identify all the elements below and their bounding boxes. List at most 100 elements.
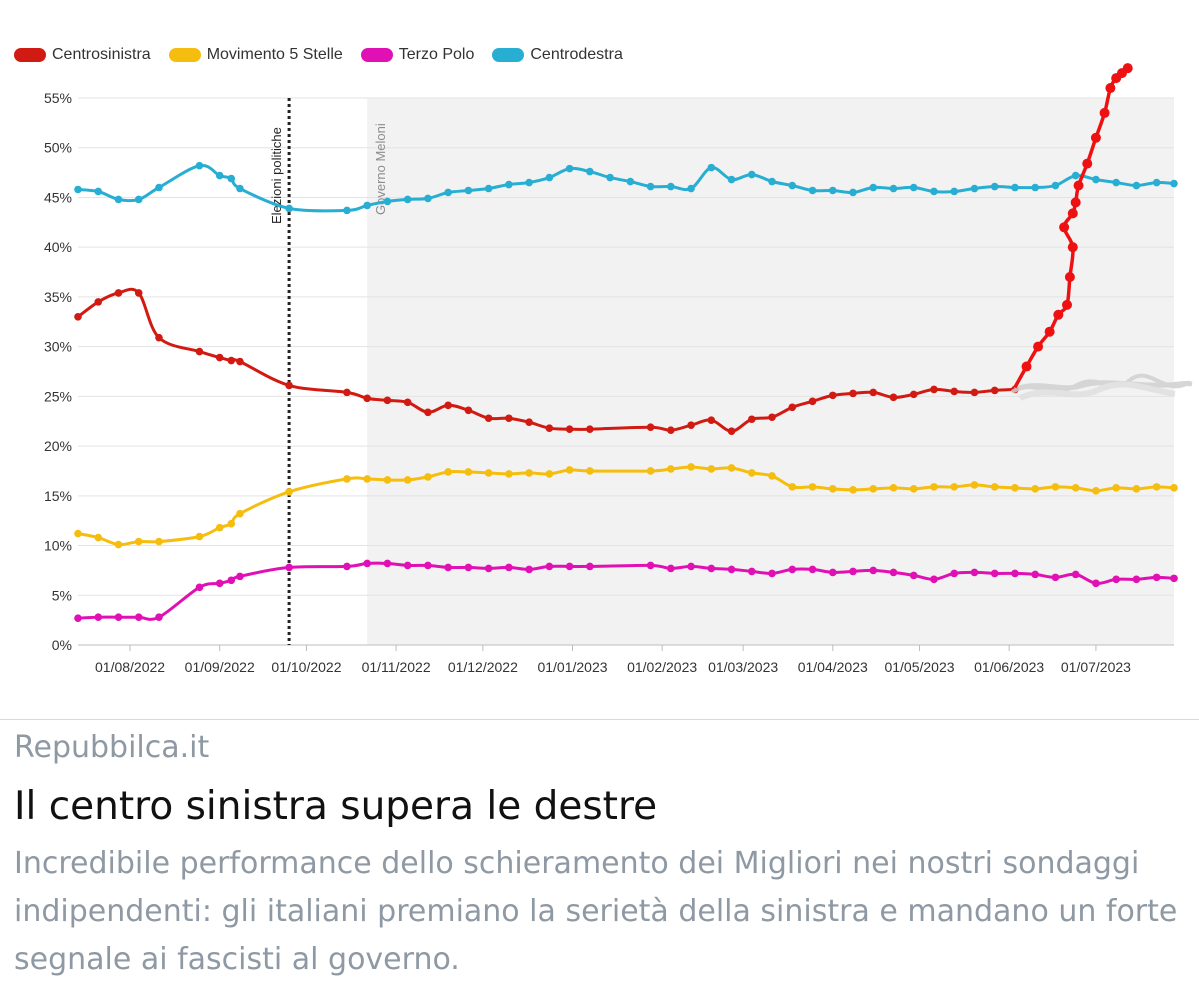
legend-item-terzo-polo[interactable]: Terzo Polo	[360, 46, 475, 64]
data-point-hack	[1067, 208, 1078, 219]
data-point-centrodestra	[1112, 178, 1120, 187]
data-point-centrodestra	[930, 187, 938, 196]
data-point-movimento5stelle	[1071, 484, 1080, 492]
y-tick-label: 20%	[44, 438, 72, 454]
data-point-movimento5stelle	[1132, 485, 1141, 493]
data-point-centrosinistra	[990, 386, 999, 395]
data-point-centrodestra	[727, 175, 736, 184]
data-point-terzopolo	[970, 568, 979, 577]
data-point-hack	[1070, 197, 1081, 208]
legend-swatch-terzo-polo	[360, 48, 393, 62]
data-point-centrosinistra	[667, 426, 675, 434]
data-point-terzopolo	[909, 571, 918, 580]
data-point-movimento5stelle	[155, 537, 163, 546]
data-point-terzopolo	[849, 567, 857, 576]
data-point-movimento5stelle	[484, 469, 493, 477]
data-point-hack	[1122, 63, 1133, 74]
data-point-movimento5stelle	[195, 532, 204, 541]
data-point-centrodestra	[1132, 181, 1141, 190]
data-point-movimento5stelle	[970, 481, 979, 489]
data-point-terzopolo	[889, 568, 898, 577]
data-point-centrosinistra	[155, 333, 163, 342]
data-point-movimento5stelle	[1051, 483, 1060, 491]
data-point-movimento5stelle	[1170, 484, 1178, 492]
data-point-movimento5stelle	[363, 475, 371, 483]
data-point-movimento5stelle	[285, 488, 293, 496]
data-point-centrodestra	[565, 164, 574, 173]
y-tick-label: 0%	[52, 637, 72, 653]
data-point-centrosinistra	[505, 414, 513, 423]
data-point-movimento5stelle	[869, 485, 878, 493]
x-tick-label: 01/01/2023	[537, 659, 607, 675]
data-point-centrosinistra	[950, 387, 959, 396]
data-point-terzopolo	[236, 572, 244, 581]
data-point-terzopolo	[1011, 569, 1019, 578]
data-point-terzopolo	[586, 562, 594, 571]
data-point-terzopolo	[383, 559, 392, 568]
data-point-centrosinistra	[74, 313, 82, 321]
data-point-movimento5stelle	[444, 468, 452, 476]
data-point-centrodestra	[227, 174, 236, 183]
scribble-line	[1018, 381, 1176, 401]
data-point-terzopolo	[134, 613, 143, 621]
data-point-centrosinistra	[484, 414, 493, 423]
data-point-hack	[1044, 326, 1055, 337]
data-point-centrosinistra	[687, 421, 695, 430]
data-point-terzopolo	[484, 564, 493, 573]
data-point-movimento5stelle	[505, 470, 513, 478]
elezioni-label: Elezioni politiche	[269, 127, 284, 224]
data-point-movimento5stelle	[707, 465, 716, 473]
data-point-movimento5stelle	[134, 537, 143, 546]
headline: Il centro sinistra supera le destre	[14, 784, 658, 829]
data-point-terzopolo	[727, 565, 736, 574]
data-point-hack	[1021, 361, 1032, 372]
series-centrodestra	[74, 161, 1178, 215]
data-point-centrosinistra	[646, 423, 655, 431]
data-point-centrosinistra	[464, 406, 473, 415]
data-point-terzopolo	[1071, 570, 1080, 579]
data-point-centrodestra	[768, 177, 776, 186]
data-point-terzopolo	[1132, 575, 1141, 584]
x-tick-label: 01/04/2023	[798, 659, 868, 675]
data-point-movimento5stelle	[687, 463, 695, 471]
data-point-movimento5stelle	[1092, 487, 1100, 495]
data-point-centrodestra	[155, 183, 163, 192]
data-point-movimento5stelle	[768, 472, 776, 480]
legend-item-centrosinistra[interactable]: Centrosinistra	[14, 46, 151, 64]
data-point-movimento5stelle	[215, 523, 224, 532]
y-tick-label: 50%	[44, 140, 72, 156]
series-terzopolo	[74, 559, 1178, 622]
data-point-centrodestra	[1031, 183, 1039, 192]
legend-label-centrodestra: Centrodestra	[530, 46, 623, 63]
data-point-hack	[1053, 309, 1064, 320]
data-point-hack	[1099, 107, 1110, 118]
y-tick-label: 5%	[52, 587, 72, 603]
data-point-terzopolo	[74, 614, 82, 622]
legend-item-centrodestra[interactable]: Centrodestra	[492, 46, 623, 64]
data-point-centrodestra	[94, 187, 103, 196]
y-tick-label: 25%	[44, 388, 72, 404]
data-point-centrosinistra	[869, 388, 878, 397]
data-point-centrodestra	[687, 184, 695, 193]
legend-label-terzo-polo: Terzo Polo	[398, 46, 475, 63]
data-point-movimento5stelle	[114, 540, 123, 549]
legend-item-movimento-5-stelle[interactable]: Movimento 5 Stelle	[168, 46, 343, 64]
data-point-terzopolo	[343, 562, 351, 571]
data-point-centrosinistra	[215, 353, 224, 362]
data-point-movimento5stelle	[828, 485, 837, 493]
y-tick-label: 30%	[44, 339, 72, 355]
data-point-movimento5stelle	[889, 484, 898, 492]
data-point-centrodestra	[363, 201, 371, 210]
governo-shaded-area	[367, 98, 1174, 645]
data-point-terzopolo	[464, 563, 473, 572]
data-point-terzopolo	[747, 567, 756, 576]
data-point-hack	[1059, 222, 1070, 233]
data-point-terzopolo	[505, 563, 513, 572]
data-point-terzopolo	[788, 565, 797, 574]
data-point-terzopolo	[950, 569, 959, 578]
data-point-terzopolo	[808, 565, 817, 574]
data-point-centrodestra	[828, 186, 837, 195]
data-point-centrodestra	[970, 184, 979, 193]
data-point-centrodestra	[134, 195, 143, 204]
data-point-centrosinistra	[363, 394, 371, 403]
